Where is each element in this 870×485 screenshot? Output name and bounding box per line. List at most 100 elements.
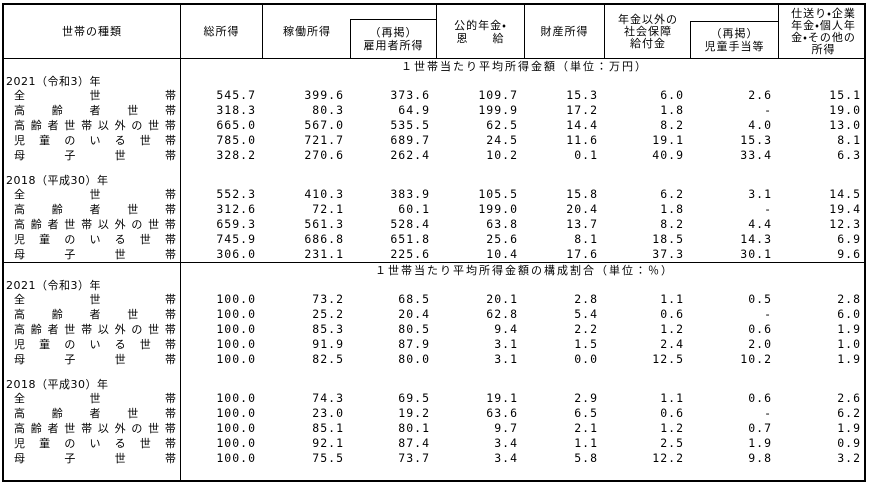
value-cell: 9.7 — [494, 421, 518, 435]
year-row: 2021（令和3）年 — [4, 278, 864, 292]
household-label: 高齢者世帯以外の世帯 — [4, 118, 181, 133]
col-header-earned-income-group: 稼働所得 （再掲） 雇用者所得 — [263, 5, 437, 58]
value-cell: 1.2 — [660, 421, 684, 435]
value-cell: 1.9 — [837, 322, 861, 336]
value-cell: 80.0 — [398, 352, 430, 366]
table-header: 世帯の種類 総所得 稼働所得 （再掲） 雇用者所得 公的年金・ 恩 給 財産所得… — [4, 5, 864, 59]
value-cell: 1.1 — [660, 292, 684, 306]
value-cell: 6.0 — [660, 88, 684, 102]
value-cell: 19.1 — [486, 391, 518, 405]
spacer-cell — [4, 263, 181, 278]
value-cell: 10.4 — [486, 247, 518, 261]
value-cell: 20.4 — [398, 307, 430, 321]
value-cell: 80.1 — [398, 421, 430, 435]
value-cell: 30.1 — [740, 247, 772, 261]
value-cell: 10.2 — [740, 352, 772, 366]
household-row: 全世帯 545.7 399.6 373.6 109.7 15.3 6.0 2.6 15.1 — [4, 88, 864, 103]
value-cell: 9.8 — [748, 451, 772, 465]
value-cell: 535.5 — [390, 118, 430, 132]
household-row: 高齢者世帯 100.0 25.2 20.4 62.8 5.4 0.6 - 6.0 — [4, 307, 864, 322]
value-cell: 0.6 — [748, 322, 772, 336]
value-cell: 373.6 — [390, 88, 430, 102]
household-label: 母子世帯 — [4, 451, 181, 466]
value-cell: 63.6 — [486, 406, 518, 420]
value-cell: 4.0 — [748, 118, 772, 132]
value-cell: 74.3 — [312, 391, 344, 405]
year-label: 2021（令和3）年 — [4, 278, 181, 292]
spacer-cell — [4, 163, 181, 173]
value-cell: 6.2 — [660, 187, 684, 201]
value-cell: 2.8 — [574, 292, 598, 306]
household-label: 全世帯 — [4, 187, 181, 202]
value-cell: 91.9 — [312, 337, 344, 351]
value-cell: 14.5 — [829, 187, 861, 201]
value-cell: 270.6 — [304, 148, 344, 162]
value-cell: 1.0 — [837, 337, 861, 351]
col-header-earned-income: 稼働所得 — [283, 24, 331, 38]
year-label: 2018（平成30）年 — [4, 173, 181, 187]
value-cell: 60.1 — [398, 202, 430, 216]
value-cell: 100.0 — [216, 406, 256, 420]
value-cell: 25.2 — [312, 307, 344, 321]
household-label: 児童のいる世帯 — [4, 436, 181, 451]
household-row: 母子世帯 100.0 82.5 80.0 3.1 0.0 12.5 10.2 1.9 — [4, 352, 864, 367]
col-header-public-pension: 公的年金・ 恩 給 — [437, 5, 525, 58]
value-cell: 6.2 — [837, 406, 861, 420]
value-cell: 80.3 — [312, 103, 344, 117]
value-cell: 686.8 — [304, 232, 344, 246]
value-cell: 6.3 — [837, 148, 861, 162]
value-cell: 19.2 — [398, 406, 430, 420]
year-row: 2018（平成30）年 — [4, 173, 864, 187]
value-cell: 100.0 — [216, 307, 256, 321]
col-header-household-type: 世帯の種類 — [4, 5, 181, 58]
value-cell: 87.4 — [398, 436, 430, 450]
value-cell: 1.5 — [574, 337, 598, 351]
value-cell: 20.4 — [566, 202, 598, 216]
value-cell: 0.6 — [748, 391, 772, 405]
value-cell: 20.1 — [486, 292, 518, 306]
value-cell: 561.3 — [304, 217, 344, 231]
household-label: 母子世帯 — [4, 247, 181, 262]
value-cell: 0.1 — [574, 148, 598, 162]
value-cell: 3.1 — [494, 337, 518, 351]
value-cell: 528.4 — [390, 217, 430, 231]
household-row: 全世帯 100.0 73.2 68.5 20.1 2.8 1.1 0.5 2.8 — [4, 292, 864, 307]
value-cell: 0.6 — [660, 307, 684, 321]
value-cell: 9.6 — [837, 247, 861, 261]
value-cell: 8.1 — [574, 232, 598, 246]
value-cell: - — [764, 307, 772, 321]
value-cell: 105.5 — [478, 187, 518, 201]
value-cell: 23.0 — [312, 406, 344, 420]
value-cell: 100.0 — [216, 436, 256, 450]
table-body: １世帯当たり平均所得金額（単位：万円） 2021（令和3）年全世帯 545.7 399… — [4, 59, 864, 480]
value-cell: 3.1 — [748, 187, 772, 201]
value-cell: 8.1 — [837, 133, 861, 147]
value-cell: 410.3 — [304, 187, 344, 201]
value-cell: 1.1 — [660, 391, 684, 405]
value-cell: 567.0 — [304, 118, 344, 132]
value-cell: 312.6 — [216, 202, 256, 216]
value-cell: 2.4 — [660, 337, 684, 351]
household-row: 児童のいる世帯 100.0 92.1 87.4 3.4 1.1 2.5 1.9 0.9 — [4, 436, 864, 451]
col-header-total-income: 総所得 — [181, 5, 263, 58]
value-cell: 33.4 — [740, 148, 772, 162]
value-cell: 85.3 — [312, 322, 344, 336]
value-cell: 100.0 — [216, 352, 256, 366]
value-cell: 19.4 — [829, 202, 861, 216]
income-statistics-table: 世帯の種類 総所得 稼働所得 （再掲） 雇用者所得 公的年金・ 恩 給 財産所得… — [2, 3, 866, 482]
value-cell: 199.0 — [478, 202, 518, 216]
value-cell: 13.7 — [566, 217, 598, 231]
value-cell: - — [764, 406, 772, 420]
household-label: 高齢者世帯 — [4, 202, 181, 217]
value-cell: 14.3 — [740, 232, 772, 246]
value-cell: 1.8 — [660, 103, 684, 117]
value-cell: - — [764, 202, 772, 216]
value-cell: 80.5 — [398, 322, 430, 336]
value-cell: 785.0 — [216, 133, 256, 147]
value-cell: 62.8 — [486, 307, 518, 321]
household-label: 高齢者世帯以外の世帯 — [4, 217, 181, 232]
household-label: 高齢者世帯 — [4, 307, 181, 322]
value-cell: 0.7 — [748, 421, 772, 435]
year-label: 2021（令和3）年 — [4, 74, 181, 88]
value-cell: 3.4 — [494, 436, 518, 450]
